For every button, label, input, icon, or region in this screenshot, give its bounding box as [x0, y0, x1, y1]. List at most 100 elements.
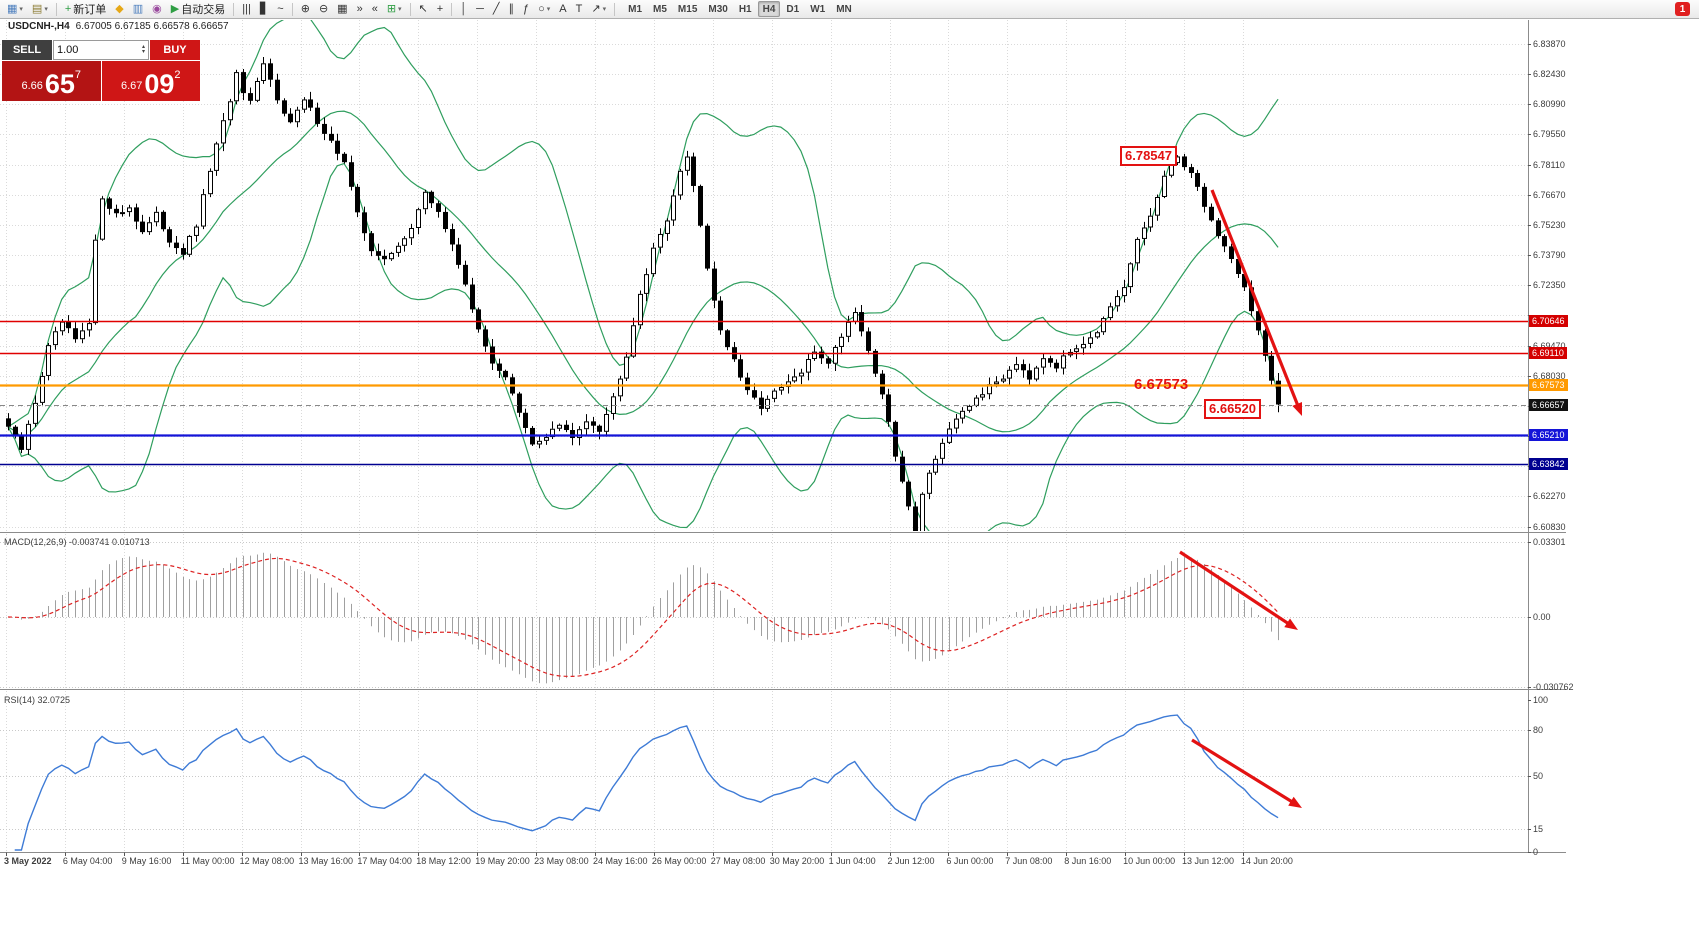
toolbar-separator: [409, 2, 411, 16]
indicators-icon: ⊞: [386, 2, 397, 15]
arrows-button[interactable]: ↗ ▾: [587, 1, 610, 18]
notifications-badge[interactable]: 1: [1675, 2, 1690, 16]
history-center-button[interactable]: ▥: [129, 1, 147, 18]
profiles-icon: ▤: [31, 2, 43, 15]
rsi-axis-label: 50: [1533, 771, 1544, 781]
time-axis-label: 18 May 12:00: [416, 856, 471, 866]
timeframe-mn[interactable]: MN: [831, 1, 857, 17]
chevron-down-icon: ▾: [602, 6, 607, 13]
text-button[interactable]: A: [555, 1, 570, 18]
mql-wizard-icon: ◆: [115, 2, 124, 15]
stepper-up-icon[interactable]: ▴: [141, 44, 145, 50]
candlestick-chart-button[interactable]: ▋: [256, 1, 272, 18]
volume-stepper[interactable]: ▴ ▾: [141, 44, 145, 55]
auto-scroll-button[interactable]: »: [353, 1, 367, 18]
price-axis-label: 6.69470: [1533, 340, 1566, 351]
sell-button[interactable]: SELL: [2, 40, 52, 60]
price-axis-label: 6.75230: [1533, 219, 1566, 230]
toolbar-separator: [233, 2, 235, 16]
chart-symbol-period: USDCNH-,H4: [8, 21, 70, 32]
rsi-label: RSI(14) 32.0725: [4, 695, 71, 705]
timeframe-w1[interactable]: W1: [805, 1, 830, 17]
price-axis-label: 6.76670: [1533, 189, 1566, 200]
text-label-button[interactable]: T: [572, 1, 587, 18]
rsi-axis-label: 15: [1533, 824, 1544, 835]
line-chart-button[interactable]: ~: [273, 1, 287, 18]
zoom-in-button[interactable]: ⊕: [297, 1, 314, 18]
time-axis-label: 24 May 16:00: [593, 856, 648, 866]
profiles-button[interactable]: ▤ ▾: [28, 1, 52, 18]
timeframe-m5[interactable]: M5: [648, 1, 672, 17]
price-axis-level-box: 6.70646: [1529, 315, 1568, 328]
text-icon: A: [559, 2, 567, 15]
sell-price-pip: 7: [74, 69, 82, 81]
time-axis-label: 19 May 20:00: [475, 856, 530, 866]
candlestick-chart-icon: ▋: [259, 2, 269, 15]
buy-button[interactable]: BUY: [150, 40, 200, 60]
new-chart-button[interactable]: ▦ ▾: [3, 1, 27, 18]
buy-price-prefix: 6.67: [120, 80, 143, 92]
sell-price-display[interactable]: 6.66 65 7: [2, 61, 101, 101]
timeframe-d1[interactable]: D1: [781, 1, 804, 17]
price-axis-label: 6.73790: [1533, 250, 1566, 261]
shapes-button[interactable]: ○ ▾: [534, 1, 554, 18]
timeframe-h4[interactable]: H4: [757, 1, 781, 17]
text-label-icon: T: [575, 2, 583, 15]
mql-wizard-button[interactable]: ◆: [111, 1, 127, 18]
timeframe-m1[interactable]: M1: [623, 1, 647, 17]
price-axis-level-box: 6.63842: [1529, 457, 1568, 470]
time-axis-label: 14 Jun 20:00: [1240, 856, 1293, 866]
one-click-trading-panel: SELL 1.00 ▴ ▾ BUY 6.66 65 7 6.67 09 2: [2, 40, 200, 101]
chart-shift-button[interactable]: «: [368, 1, 382, 18]
toolbar-separator: [614, 2, 616, 16]
autotrading-button[interactable]: ▶ 自动交易: [167, 1, 229, 18]
volume-field[interactable]: 1.00 ▴ ▾: [53, 40, 149, 60]
tile-windows-button[interactable]: ▦: [333, 1, 351, 18]
price-annotation: 6.66520: [1204, 399, 1261, 420]
bar-chart-button[interactable]: |||: [238, 1, 255, 18]
price-axis-label: 6.83870: [1533, 39, 1566, 49]
macd-axis-label: -0.030762: [1533, 682, 1574, 692]
buy-price-display[interactable]: 6.67 09 2: [101, 61, 200, 101]
stepper-down-icon[interactable]: ▾: [141, 49, 145, 55]
time-axis-label: 17 May 04:00: [357, 856, 412, 866]
toolbar-separator: [55, 2, 57, 16]
buy-price-pip: 2: [174, 69, 181, 81]
chevron-down-icon: ▾: [19, 6, 23, 13]
new-order-button[interactable]: + 新订单: [61, 1, 110, 18]
timeframe-m15[interactable]: M15: [673, 1, 702, 17]
timeframe-h1[interactable]: H1: [734, 1, 757, 17]
price-axis-label: 6.62270: [1533, 491, 1566, 502]
crosshair-icon: +: [436, 2, 444, 15]
horizontal-line-button[interactable]: ─: [472, 1, 488, 18]
vertical-line-button[interactable]: │: [456, 1, 471, 18]
timeframe-m30[interactable]: M30: [703, 1, 732, 17]
time-axis-label: 6 May 04:00: [62, 856, 113, 866]
chart-shift-icon: «: [371, 2, 378, 15]
history-center-icon: ▥: [132, 2, 144, 15]
market-button[interactable]: ◉: [148, 1, 166, 18]
sell-price-prefix: 6.66: [21, 80, 43, 92]
chevron-down-icon: ▾: [546, 6, 551, 13]
price-annotation: 6.78547: [1120, 146, 1177, 167]
volume-value[interactable]: 1.00: [57, 44, 79, 56]
indicators-button[interactable]: ⊞ ▾: [383, 1, 406, 18]
rsi-axis-label: 80: [1533, 725, 1544, 736]
equidistant-channel-button[interactable]: ∥: [505, 1, 519, 18]
cursor-button[interactable]: ↖: [415, 1, 432, 18]
equidistant-channel-icon: ∥: [508, 2, 515, 15]
price-axis-label: 6.82430: [1533, 69, 1566, 80]
price-axis-label: 6.60830: [1533, 521, 1566, 532]
fibonacci-button[interactable]: ƒ: [519, 1, 533, 18]
crosshair-button[interactable]: +: [433, 1, 447, 18]
zoom-out-button[interactable]: ⊖: [315, 1, 332, 18]
time-axis-label: 8 Jun 16:00: [1064, 856, 1112, 866]
time-axis-label: 30 May 20:00: [769, 856, 825, 866]
fibonacci-icon: ƒ: [523, 2, 530, 15]
price-axis-label: 6.78110: [1533, 159, 1565, 170]
autotrading-icon: ▶: [170, 2, 180, 15]
toolbar-separator: [451, 2, 453, 16]
buy-price-main: 09: [144, 69, 175, 99]
trendline-button[interactable]: ╱: [489, 1, 504, 18]
